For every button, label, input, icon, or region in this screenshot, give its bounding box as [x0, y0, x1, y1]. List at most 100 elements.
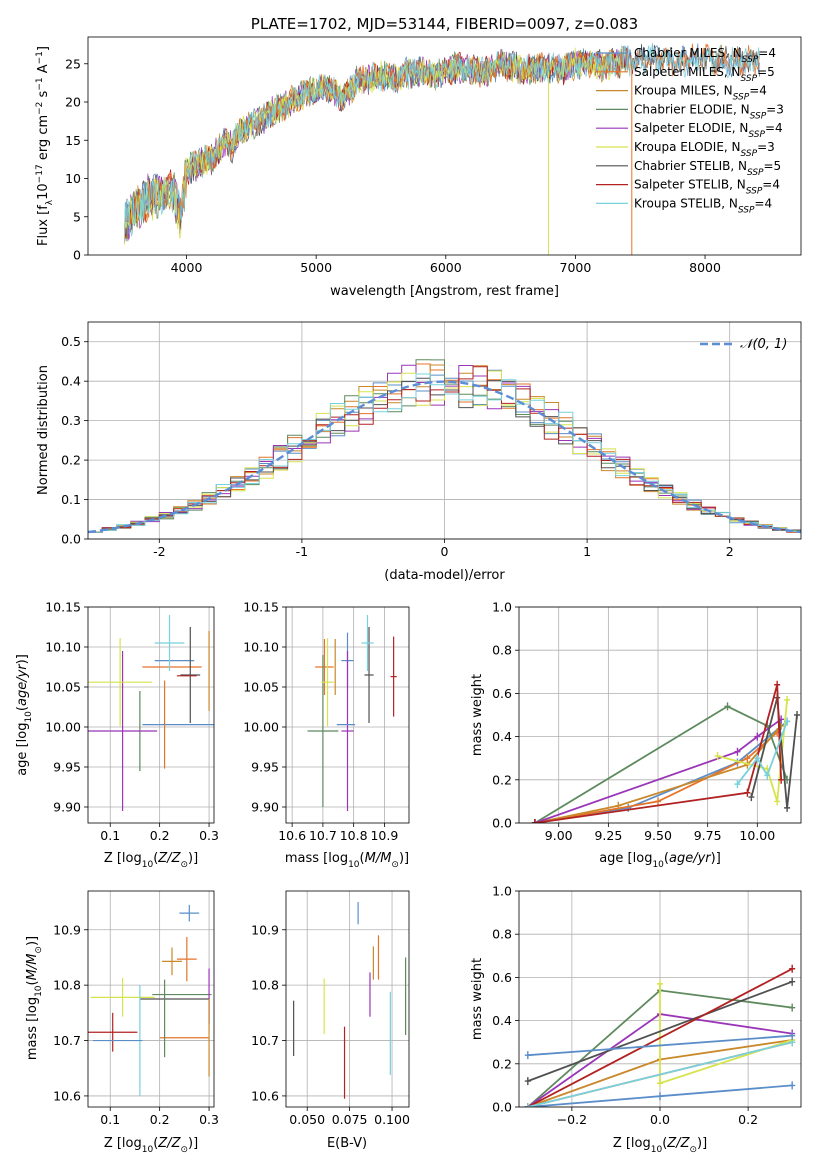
y-tick-label: 10.8 [53, 978, 81, 993]
weight-marker [734, 780, 741, 789]
x-tick-label: −0.2 [557, 1112, 587, 1127]
y-tick-label: 10.10 [243, 640, 279, 655]
y-axis-label: Flux [fλ10−17 erg cm−2 s−1 A−1] [35, 46, 55, 246]
y-tick-label: 25 [65, 56, 81, 71]
weight-marker [789, 964, 796, 973]
x-tick-label: 7000 [560, 260, 592, 275]
weight-marker [657, 979, 663, 988]
y-axis-label: age [log10(age/yr)] [15, 654, 34, 776]
x-tick-label: 10.9 [370, 828, 398, 843]
weight-marker [657, 1079, 663, 1088]
y-tick-label: 0 [73, 248, 81, 263]
chart-2-frame [87, 606, 215, 824]
y-tick-label: 10.10 [45, 640, 81, 655]
weight-series-7 [527, 968, 793, 1107]
weight-marker [524, 1103, 531, 1107]
x-tick-label: 0.2 [738, 1112, 758, 1127]
weight-marker [789, 1081, 796, 1090]
y-tick-label: 10.9 [53, 922, 81, 937]
weight-marker [531, 819, 538, 823]
error-bar-point [90, 977, 155, 1017]
weight-marker [774, 797, 781, 806]
y-tick-label: 0.4 [492, 729, 512, 744]
normal-curve [88, 380, 801, 534]
x-axis-label: wavelength [Angstrom, rest frame] [330, 284, 559, 299]
chart-7-plot-area [524, 964, 796, 1107]
x-tick-label: 0.3 [199, 1112, 219, 1127]
y-tick-label: 10.05 [45, 680, 81, 695]
error-bar-point [162, 947, 182, 976]
y-tick-label: 10.6 [251, 1088, 279, 1103]
chart-4-plot-area [531, 680, 801, 823]
weight-marker [655, 797, 662, 806]
chart-2-plot-area [88, 615, 214, 811]
y-tick-label: 10.7 [53, 1033, 81, 1048]
histogram-series-3 [88, 359, 801, 533]
x-axis-label: Z [log10(Z/Z⊙)] [613, 1136, 707, 1155]
legend-label: 𝒩(0, 1) [740, 337, 787, 352]
weight-marker [789, 1031, 796, 1040]
chart-title: PLATE=1702, MJD=53144, FIBERID=0097, z=0… [251, 15, 638, 33]
error-bar-point [341, 651, 354, 811]
weight-marker [784, 803, 791, 812]
chart-2: 0.1 0.2 0.3 9.90 9.95 10.00 10.05 10.10 10.15 [45, 600, 219, 844]
error-bar-point [307, 655, 339, 807]
error-bar-point [315, 639, 334, 695]
weight-series-8 [527, 1041, 793, 1107]
error-bar-point [321, 638, 334, 727]
histogram-series-8 [88, 373, 801, 533]
y-tick-label: 0.3 [61, 413, 81, 428]
weight-marker [615, 801, 622, 810]
weight-series-6 [750, 697, 798, 808]
weight-series-7 [534, 684, 782, 823]
y-axis-label: mass [log10(M/M⊙)] [25, 936, 44, 1060]
y-tick-label: 10.00 [45, 720, 81, 735]
y-tick-label: 1.0 [492, 884, 512, 899]
weight-marker [714, 752, 721, 761]
x-axis-label: mass [log10(M/M⊙)] [285, 851, 409, 870]
y-tick-label: 15 [65, 133, 81, 148]
spectrum-series-1 [123, 43, 760, 238]
x-tick-label: 8000 [689, 260, 721, 275]
x-tick-label: 9.50 [644, 828, 672, 843]
weight-marker [789, 977, 796, 986]
y-tick-label: 0.0 [492, 816, 512, 831]
y-tick-label: 0.2 [61, 453, 81, 468]
y-tick-label: 9.95 [251, 760, 279, 775]
legend-label: Salpeter MILES, NSSP=5 [634, 65, 775, 84]
weight-marker [784, 695, 791, 704]
y-tick-label: 10.6 [53, 1088, 81, 1103]
y-tick-label: 0.8 [492, 927, 512, 942]
chart-0: 4000 5000 6000 7000 8000 0 5 10 15 20 25 [65, 36, 802, 275]
chart-3: 10.6 10.7 10.8 10.9 9.90 9.95 10.00 10.05 10.10 1… [243, 600, 410, 843]
weight-series-6 [527, 980, 793, 1082]
y-tick-label: 0.1 [61, 492, 81, 507]
legend-label: Chabrier STELIB, NSSP=5 [634, 159, 781, 178]
x-axis-label: age [log10(age/yr)] [599, 851, 721, 870]
weight-marker [734, 747, 741, 756]
chart-5-plot-area [88, 904, 212, 1096]
x-tick-label: 0.100 [374, 1112, 410, 1127]
error-bar-point [179, 904, 200, 922]
weight-marker [764, 771, 771, 780]
weight-marker [724, 702, 731, 711]
x-tick-label: 4000 [171, 260, 203, 275]
weight-series-8 [736, 721, 788, 785]
x-tick-label: 2 [726, 544, 734, 559]
weight-marker [774, 680, 781, 689]
spectrum-series-8 [123, 43, 760, 237]
y-tick-label: 0.6 [492, 970, 512, 985]
x-tick-label: 6000 [430, 260, 462, 275]
y-axis-label: Normed distribution [36, 365, 51, 495]
y-tick-label: 5 [73, 209, 81, 224]
weight-series-3 [534, 705, 788, 823]
x-tick-label: 1 [583, 544, 591, 559]
weight-marker [657, 1092, 663, 1101]
y-tick-label: 10.15 [45, 600, 81, 615]
x-tick-label: 0 [441, 544, 449, 559]
x-tick-label: 9.00 [545, 828, 573, 843]
x-tick-label: 0.075 [332, 1112, 368, 1127]
weight-marker [754, 754, 761, 763]
chart-5: 0.1 0.2 0.3 10.6 10.7 10.8 10.9 [53, 890, 219, 1127]
legend-label: Chabrier ELODIE, NSSP=3 [634, 102, 784, 121]
